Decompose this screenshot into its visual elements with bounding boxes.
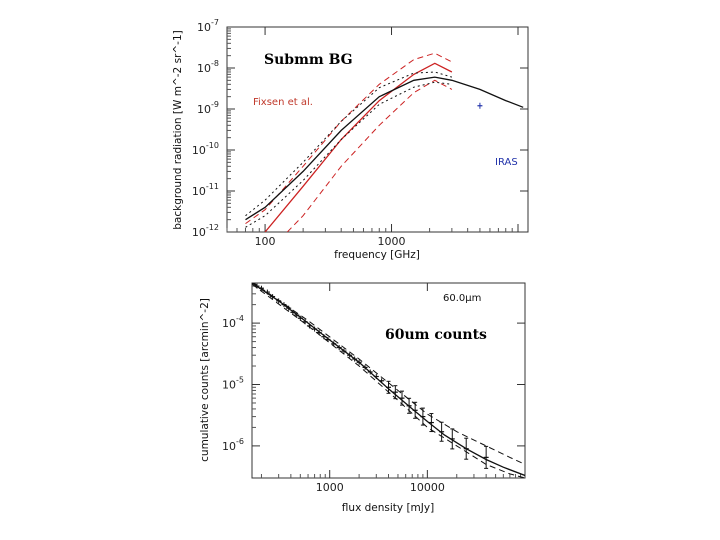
- series-group: [245, 52, 524, 232]
- data-point: [306, 323, 312, 329]
- data-point: [399, 390, 405, 406]
- data-point: [463, 437, 469, 460]
- x-axis-ticks: 100 1000: [226, 27, 519, 248]
- series-line: [252, 283, 525, 478]
- data-point: [302, 319, 308, 325]
- data-point: [316, 330, 322, 336]
- data-point: [312, 326, 318, 332]
- data-point: [297, 315, 303, 321]
- data-point: [331, 341, 337, 347]
- series-line: [245, 52, 453, 225]
- data-point: [347, 352, 353, 358]
- data-point: [428, 413, 434, 433]
- data-point: [294, 312, 300, 318]
- y-tick-label: 10-8: [197, 59, 219, 75]
- data-point: [449, 428, 455, 450]
- data-point: [290, 309, 296, 315]
- series-line: [245, 76, 524, 221]
- data-point: [352, 356, 358, 362]
- data-point: [356, 359, 362, 365]
- panel-label: 60.0μm: [443, 293, 481, 304]
- data-point: [406, 397, 412, 414]
- y-axis-label: cumulative counts [arcmin^-2]: [199, 298, 211, 462]
- x-tick-label: 100: [255, 235, 276, 248]
- y-tick-exponent: -11: [206, 182, 219, 191]
- y-tick-label: 10-7: [197, 18, 219, 34]
- chart-60um-counts: 10-4 10-5 10-6 1000 10000 60.0μm 60um count…: [199, 282, 526, 514]
- series-line: [252, 283, 525, 465]
- chart-background-spectrum: 10-7 10-8 10-9 10-10 10-11 10-12 100 1000 Subm…: [172, 18, 529, 261]
- y-tick-label: 10-4: [222, 314, 244, 330]
- y-tick-label: 10-5: [222, 376, 244, 392]
- data-point: [367, 369, 373, 375]
- series-line: [286, 79, 453, 232]
- y-tick-exponent: -7: [211, 18, 219, 27]
- x-axis-label: flux density [mJy]: [342, 502, 434, 514]
- y-axis-ticks: 10-7 10-8 10-9 10-10 10-11 10-12: [192, 18, 528, 239]
- data-point: [386, 380, 391, 394]
- data-point: [325, 337, 331, 343]
- x-tick-label: 10000: [410, 481, 445, 494]
- data-point: [362, 364, 368, 370]
- data-point: [420, 407, 426, 426]
- series-line: [245, 71, 453, 217]
- data-point: [439, 421, 445, 442]
- y-tick-label: 10-9: [197, 100, 219, 116]
- iras-points: [477, 102, 483, 109]
- y-tick-exponent: -12: [206, 223, 219, 232]
- x-axis-label: frequency [GHz]: [334, 249, 420, 261]
- x-tick-label: 1000: [378, 235, 406, 248]
- data-point: [276, 298, 282, 304]
- data-point: [254, 283, 260, 289]
- y-tick-label: 10-10: [192, 141, 219, 157]
- x-axis-ticks: 1000 10000: [260, 283, 526, 494]
- y-tick-exponent: -6: [236, 437, 244, 446]
- data-point: [258, 285, 264, 291]
- y-axis-label: background radiation [W m^-2 sr^-1]: [172, 30, 184, 229]
- y-tick-label: 10-6: [222, 437, 244, 453]
- y-tick-exponent: -9: [211, 100, 219, 109]
- y-axis-ticks: 10-4 10-5 10-6: [222, 285, 525, 453]
- data-point: [336, 345, 342, 351]
- x-tick-label: 1000: [316, 481, 344, 494]
- y-tick-exponent: -5: [236, 376, 244, 385]
- series-line: [264, 62, 453, 232]
- y-tick-exponent: -10: [206, 141, 219, 150]
- y-tick-label: 10-12: [192, 223, 219, 239]
- data-point: [392, 385, 398, 400]
- chart-title: Submm BG: [264, 52, 353, 68]
- data-point: [341, 348, 347, 354]
- data-points: [254, 283, 489, 469]
- data-point: [286, 305, 292, 311]
- data-point: [483, 445, 489, 469]
- legend-iras: IRAS: [495, 157, 518, 168]
- data-point: [264, 289, 270, 295]
- legend-fixsen: Fixsen et al.: [253, 97, 313, 108]
- data-point: [379, 378, 385, 384]
- data-point: [477, 102, 483, 109]
- series-line: [245, 81, 452, 228]
- chart-title: 60um counts: [385, 327, 487, 343]
- plot-frame: [226, 26, 529, 233]
- y-tick-exponent: -4: [236, 314, 244, 323]
- y-tick-label: 10-11: [192, 182, 219, 198]
- data-point: [270, 294, 276, 300]
- data-point: [373, 373, 379, 379]
- data-point: [412, 401, 418, 419]
- data-point: [321, 334, 327, 340]
- data-point: [281, 302, 287, 308]
- y-tick-exponent: -8: [211, 59, 219, 68]
